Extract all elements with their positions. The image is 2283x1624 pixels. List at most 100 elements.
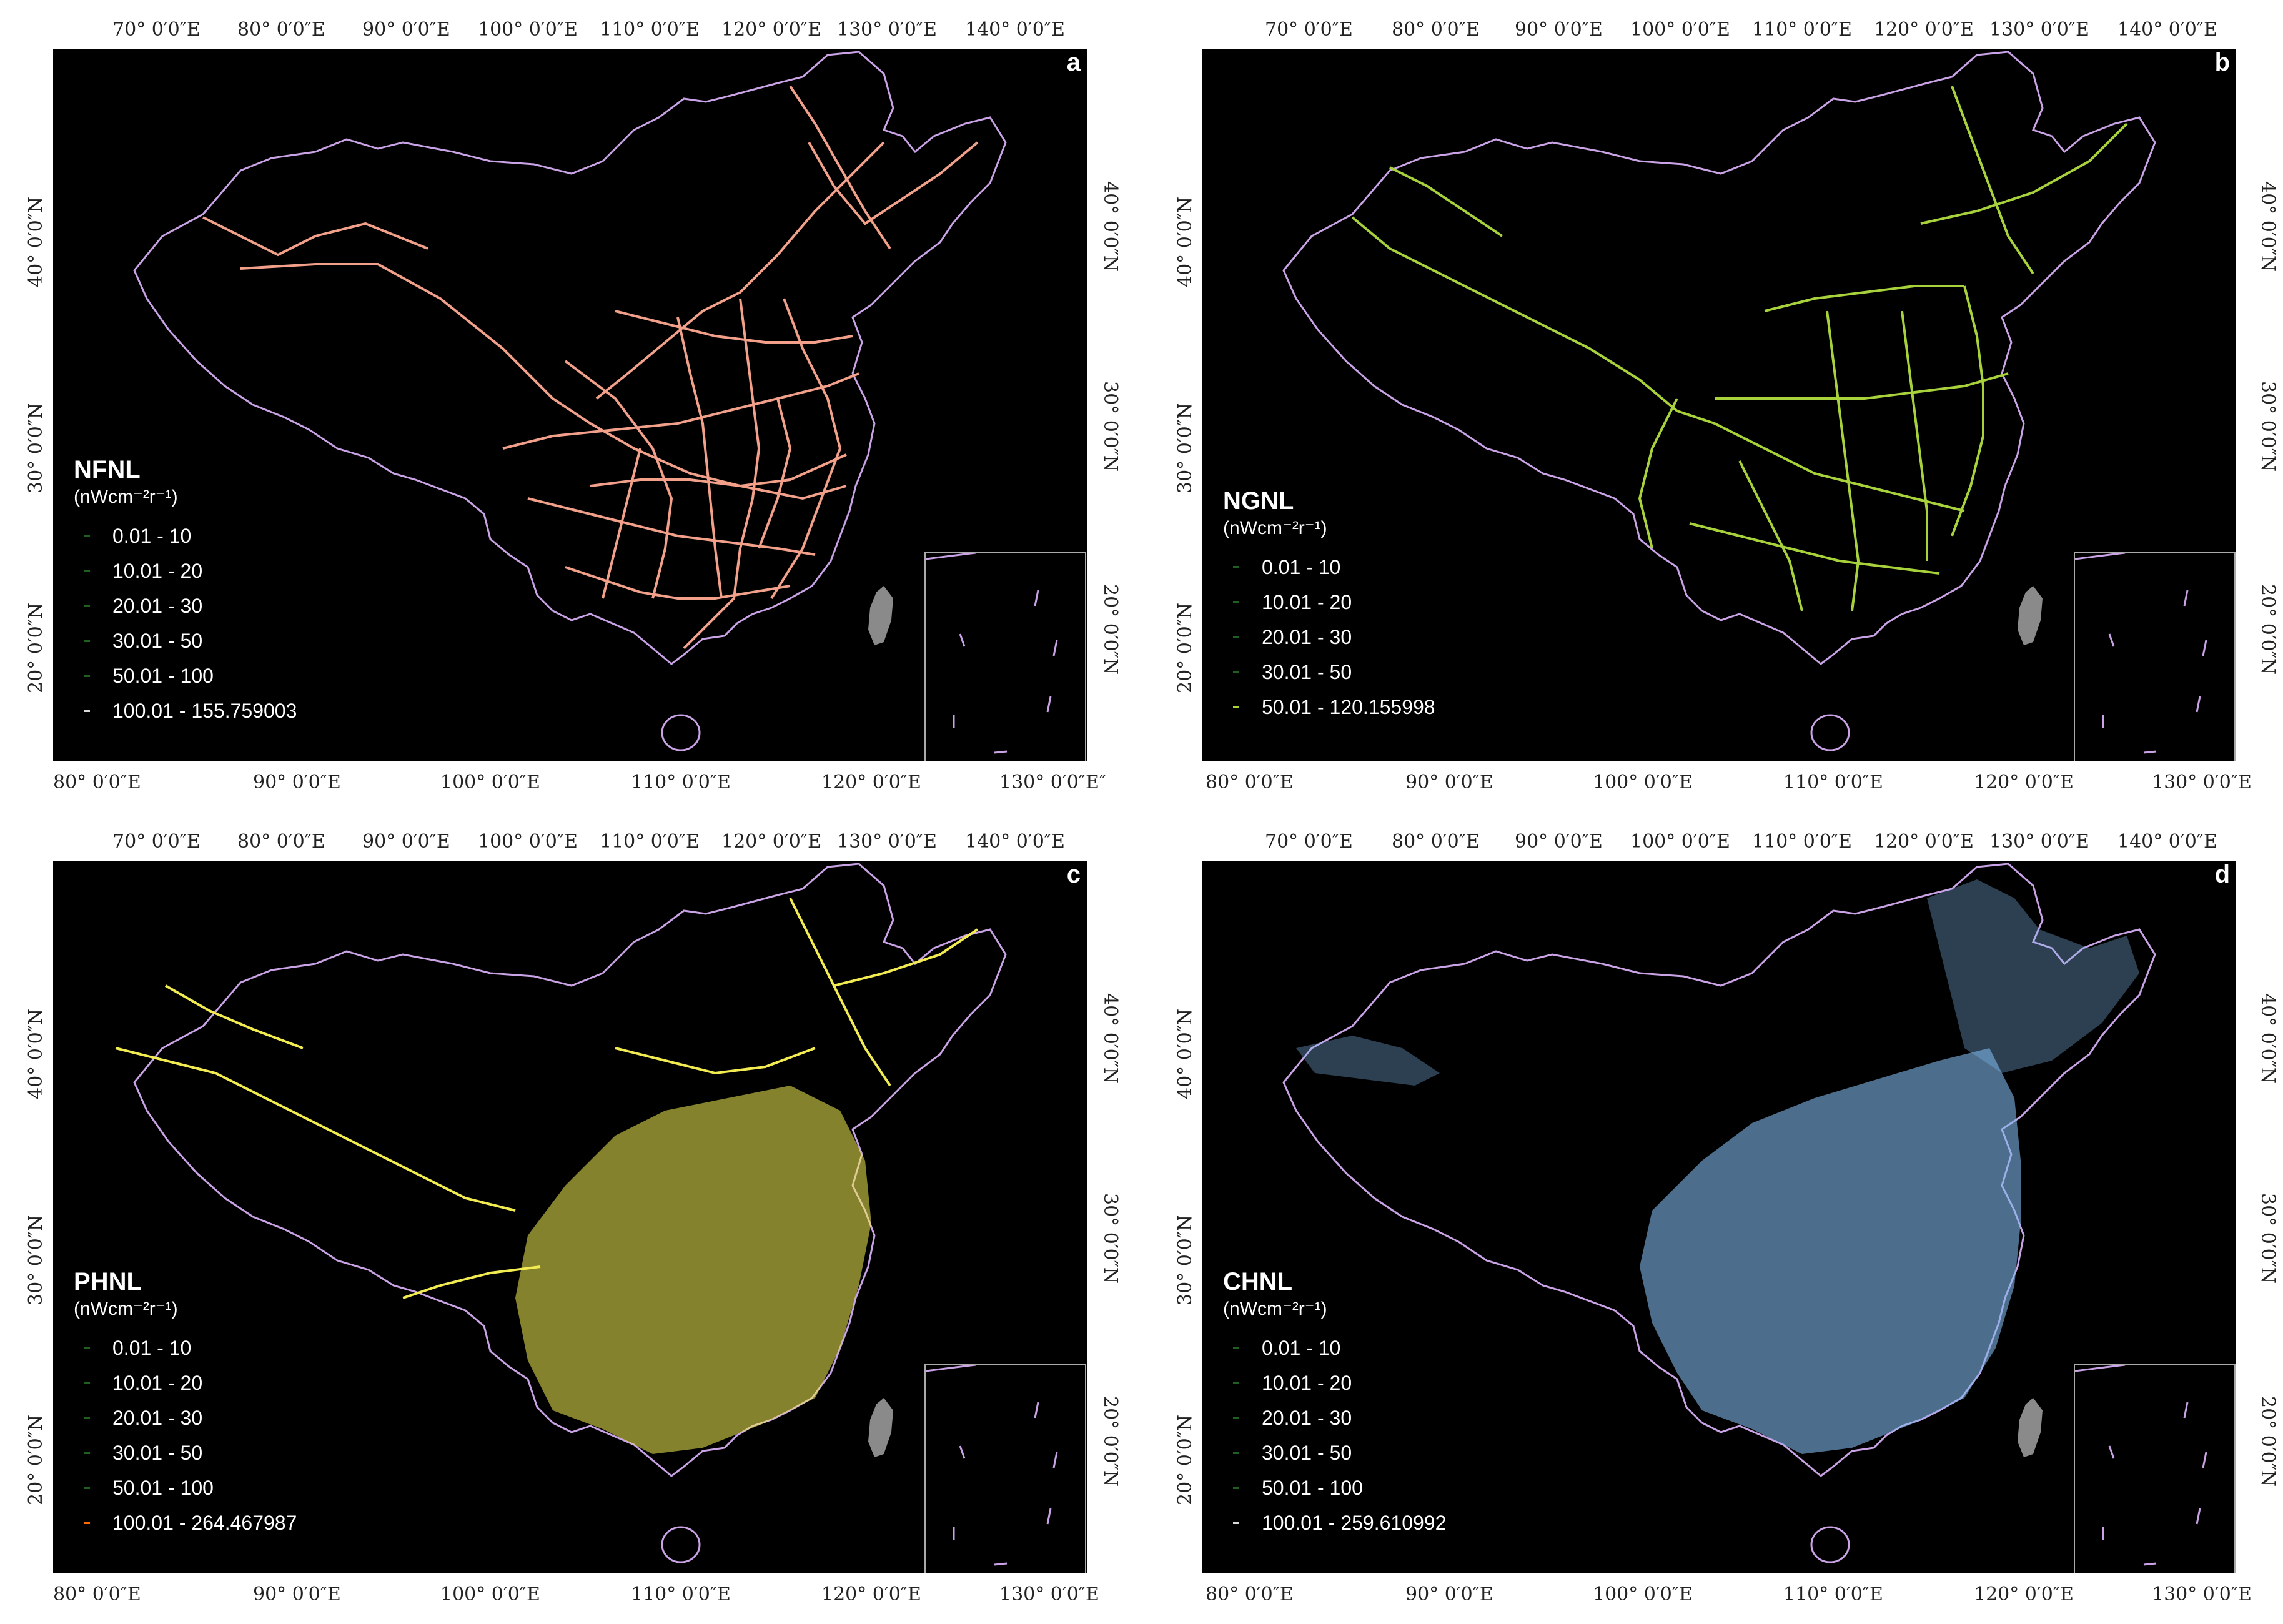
top-tick: 130° 0′0″E	[1989, 19, 2089, 41]
legend-item: 100.01 - 264.467987	[74, 1505, 297, 1540]
legend-swatch	[1233, 601, 1239, 603]
top-tick: 70° 0′0″E	[1265, 19, 1353, 41]
left-tick: 30° 0′0″N	[1174, 1214, 1196, 1305]
bottom-tick: 130° 0′0″E	[999, 1583, 1099, 1605]
legend-swatch	[1233, 1417, 1239, 1419]
legend-label: 20.01 - 30	[112, 1407, 203, 1429]
legend-item: 20.01 - 30	[74, 1400, 297, 1435]
right-tick: 20° 0′0″N	[1099, 584, 1121, 675]
panel-letter: c	[1066, 861, 1081, 888]
legend-title: PHNL	[74, 1268, 142, 1295]
legend-swatch	[1233, 1382, 1239, 1384]
legend-item: 20.01 - 30	[74, 588, 297, 623]
bottom-tick: 80° 0′0″E	[1206, 1583, 1294, 1605]
legend-item: 30.01 - 50	[74, 623, 297, 658]
legend-swatch	[84, 640, 90, 642]
legend-swatch	[1233, 706, 1239, 708]
left-tick: 40° 0′0″N	[25, 1008, 47, 1099]
south-china-sea-inset	[2074, 552, 2236, 761]
right-tick: 40° 0′0″N	[1099, 993, 1121, 1084]
south-china-sea-inset	[924, 1364, 1086, 1573]
legend: CHNL (nWcm⁻²r⁻¹) 0.01 - 10 10.01 - 20 20…	[1223, 1267, 1446, 1540]
left-tick: 30° 0′0″N	[25, 402, 47, 493]
legend-label: 50.01 - 100	[112, 665, 214, 687]
legend-swatch	[84, 1382, 90, 1384]
top-tick: 110° 0′0″E	[600, 19, 700, 41]
top-tick: 120° 0′0″E	[721, 831, 821, 853]
right-tick: 30° 0′0″N	[1099, 381, 1121, 472]
legend: NFNL (nWcm⁻²r⁻¹) 0.01 - 10 10.01 - 20 20…	[74, 455, 297, 728]
legend-label: 50.01 - 100	[112, 1477, 214, 1499]
top-tick: 80° 0′0″E	[237, 831, 325, 853]
bottom-tick: 110° 0′0″E	[1783, 1583, 1883, 1605]
legend-label: 30.01 - 50	[1262, 661, 1352, 683]
legend-label: 0.01 - 10	[112, 1337, 192, 1359]
legend-label: 30.01 - 50	[112, 630, 203, 652]
top-tick: 140° 0′0″E	[965, 831, 1065, 853]
legend-swatch	[1233, 1347, 1239, 1349]
china-map-outline	[115, 863, 1007, 1563]
map-frame: d CHNL (nWcm⁻²r⁻¹) 0.01 - 10 10.01 - 20 …	[1202, 861, 2236, 1573]
bottom-tick: 90° 0′0″E	[253, 771, 341, 793]
right-tick: 30° 0′0″N	[2257, 381, 2279, 472]
right-tick: 20° 0′0″N	[2257, 584, 2279, 675]
legend-swatch	[1233, 1487, 1239, 1489]
legend-title: NGNL	[1223, 487, 1294, 515]
bottom-tick: 120° 0′0″E	[1974, 1583, 2074, 1605]
left-tick: 30° 0′0″N	[25, 1214, 47, 1305]
bottom-tick: 130° 0′0″E″	[999, 771, 1107, 793]
legend-item: 50.01 - 100	[1223, 1470, 1446, 1505]
legend-swatch	[84, 1522, 90, 1524]
legend-label: 100.01 - 264.467987	[112, 1512, 297, 1534]
bottom-tick: 110° 0′0″E	[631, 771, 731, 793]
top-tick: 130° 0′0″E	[837, 19, 937, 41]
taiwan-island	[2014, 586, 2046, 648]
legend-item: 0.01 - 10	[1223, 550, 1435, 585]
panel-d: 70° 0′0″E 80° 0′0″E 90° 0′0″E 100° 0′0″E…	[1149, 812, 2283, 1624]
south-china-sea-inset	[2074, 1364, 2236, 1573]
bottom-tick: 120° 0′0″E	[1974, 771, 2074, 793]
left-tick: 40° 0′0″N	[1174, 196, 1196, 287]
panel-a: 70° 0′0″E 80° 0′0″E 90° 0′0″E 100° 0′0″E…	[0, 0, 1124, 812]
legend-label: 50.01 - 120.155998	[1262, 696, 1435, 718]
legend-item: 0.01 - 10	[74, 1330, 297, 1365]
legend-label: 30.01 - 50	[112, 1442, 203, 1464]
top-tick: 90° 0′0″E	[362, 831, 450, 853]
legend-item: 0.01 - 10	[1223, 1330, 1446, 1365]
left-tick: 20° 0′0″N	[25, 1414, 47, 1505]
top-tick: 80° 0′0″E	[1392, 831, 1480, 853]
legend-label: 10.01 - 20	[112, 1372, 203, 1394]
right-tick: 40° 0′0″N	[2257, 181, 2279, 272]
legend-label: 10.01 - 20	[1262, 1372, 1352, 1394]
top-tick: 140° 0′0″E	[2117, 19, 2217, 41]
panel-letter: a	[1066, 49, 1081, 76]
legend-item: 100.01 - 259.610992	[1223, 1505, 1446, 1540]
legend-swatch	[1233, 1452, 1239, 1454]
legend-swatch	[84, 1417, 90, 1419]
top-tick: 80° 0′0″E	[237, 19, 325, 41]
legend-item: 20.01 - 30	[1223, 1400, 1446, 1435]
bottom-tick: 100° 0′0″E	[440, 1583, 540, 1605]
bottom-tick: 130° 0′0″E	[2152, 771, 2252, 793]
panel-b: 70° 0′0″E 80° 0′0″E 90° 0′0″E 100° 0′0″E…	[1149, 0, 2283, 812]
legend-swatch	[84, 1452, 90, 1454]
left-tick: 20° 0′0″N	[25, 602, 47, 693]
legend-label: 20.01 - 30	[112, 595, 203, 617]
legend-item: 50.01 - 100	[74, 1470, 297, 1505]
legend-item: 20.01 - 30	[1223, 620, 1435, 655]
legend-item: 10.01 - 20	[74, 553, 297, 588]
top-tick: 140° 0′0″E	[965, 19, 1065, 41]
top-tick: 80° 0′0″E	[1392, 19, 1480, 41]
legend-unit: (nWcm⁻²r⁻¹)	[1223, 1299, 1327, 1319]
legend-label: 10.01 - 20	[1262, 591, 1352, 613]
top-tick: 130° 0′0″E	[1989, 831, 2089, 853]
legend: PHNL (nWcm⁻²r⁻¹) 0.01 - 10 10.01 - 20 20…	[74, 1267, 297, 1540]
panel-letter: d	[2214, 861, 2230, 888]
top-tick: 120° 0′0″E	[1874, 19, 1974, 41]
legend-swatch	[84, 1487, 90, 1489]
right-tick: 40° 0′0″N	[1099, 181, 1121, 272]
legend-swatch	[1233, 566, 1239, 568]
taiwan-island	[865, 586, 896, 648]
bottom-tick: 100° 0′0″E	[1593, 1583, 1693, 1605]
right-tick: 30° 0′0″N	[1099, 1193, 1121, 1284]
